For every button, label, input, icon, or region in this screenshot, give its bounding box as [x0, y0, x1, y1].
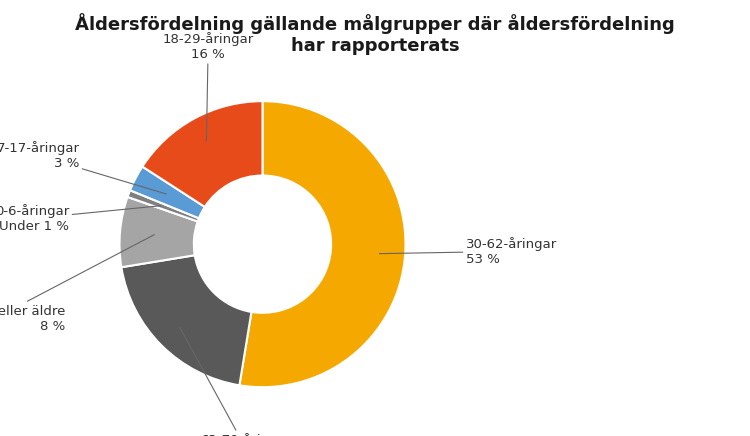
Wedge shape — [122, 255, 251, 385]
Text: 80-åringar eller äldre
8 %: 80-åringar eller äldre 8 % — [0, 235, 154, 333]
Wedge shape — [119, 197, 198, 267]
Wedge shape — [239, 101, 406, 387]
Wedge shape — [128, 190, 199, 221]
Wedge shape — [130, 167, 205, 218]
Text: Åldersfördelning gällande målgrupper där åldersfördelning
har rapporterats: Åldersfördelning gällande målgrupper där… — [75, 13, 675, 55]
Text: 18-29-åringar
16 %: 18-29-åringar 16 % — [163, 32, 254, 141]
Text: 0-6-åringar
Under 1 %: 0-6-åringar Under 1 % — [0, 204, 160, 233]
Text: 30-62-åringar
53 %: 30-62-åringar 53 % — [380, 237, 556, 266]
Text: 7-17-åringar
3 %: 7-17-åringar 3 % — [0, 141, 166, 194]
Text: 63-79-åringar
20 %: 63-79-åringar 20 % — [179, 327, 291, 436]
Wedge shape — [142, 101, 262, 207]
